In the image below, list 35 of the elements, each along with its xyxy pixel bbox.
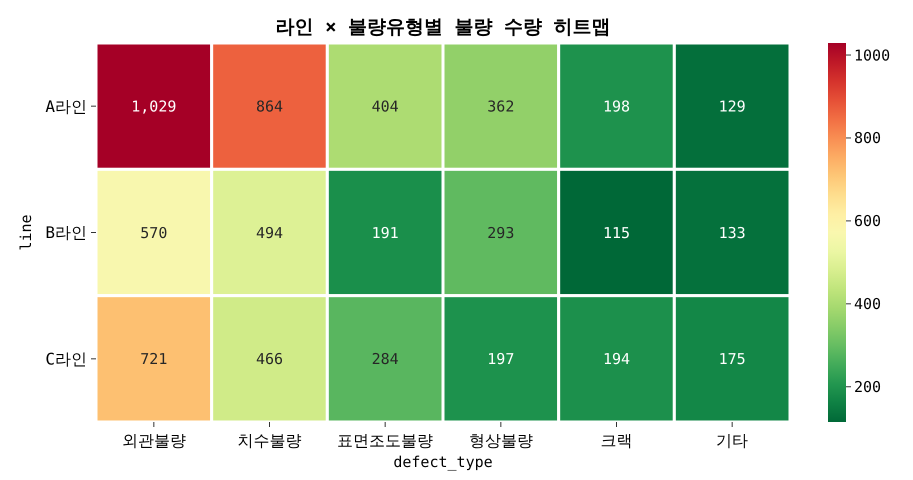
data-label: 494 [256, 224, 284, 242]
y-tick-label: A라인 [45, 96, 87, 116]
data-label: 197 [487, 350, 514, 368]
y-axis-title: line [17, 214, 35, 251]
color-bar-label: 200 [854, 378, 882, 396]
data-label: 721 [140, 350, 168, 368]
data-label: 194 [602, 350, 630, 368]
data-label: 293 [487, 224, 514, 242]
data-label: 466 [256, 350, 284, 368]
color-bar-label: 1000 [854, 46, 890, 64]
data-label: 133 [718, 224, 746, 242]
y-tick-label: B라인 [45, 223, 87, 242]
y-tick-label: C라인 [45, 349, 87, 368]
data-label: 404 [372, 97, 399, 116]
x-tick-label: 치수불량 [238, 431, 302, 450]
x-tick-label: 기타 [716, 431, 748, 450]
data-label: 129 [718, 97, 746, 116]
data-label: 284 [372, 350, 399, 368]
data-label: 864 [256, 97, 284, 116]
data-label: 175 [718, 350, 746, 368]
color-bar-label: 400 [854, 295, 882, 314]
color-bar-label: 800 [854, 129, 882, 148]
x-tick-label: 크랙 [600, 431, 632, 450]
x-tick-label: 형상불량 [468, 431, 533, 450]
chart-title: 라인 × 불량유형별 불량 수량 히트맵 [276, 16, 610, 38]
data-label: 115 [602, 224, 630, 242]
color-bar-label: 600 [854, 212, 882, 230]
data-label: 1,029 [131, 97, 176, 116]
x-tick-label: 표면조도불량 [337, 431, 434, 450]
data-label: 198 [602, 97, 630, 116]
data-label: 191 [372, 224, 399, 242]
x-tick-label: 외관불량 [122, 431, 186, 450]
data-label: 570 [140, 224, 168, 242]
data-label: 362 [487, 97, 514, 116]
x-axis-title: defect_type [393, 453, 493, 471]
